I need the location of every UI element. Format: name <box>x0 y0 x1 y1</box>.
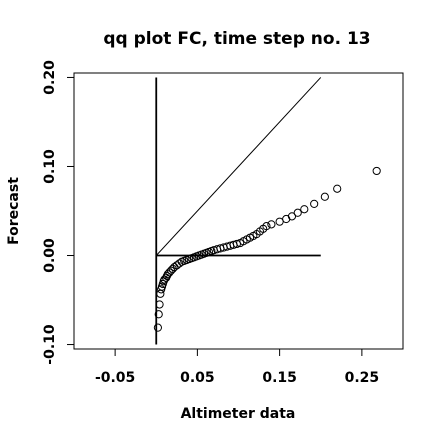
data-point <box>175 259 184 268</box>
data-point <box>372 166 381 176</box>
y-axis: -0.10 0.00 0.10 0.20 <box>42 60 75 365</box>
x-tick-label: 0.25 <box>345 370 380 386</box>
reference-line <box>155 77 322 256</box>
plot-frame <box>73 72 404 350</box>
data-point <box>262 222 271 231</box>
data-point <box>267 220 276 229</box>
x-axis-label: Altimeter data <box>181 406 296 422</box>
data-point <box>333 184 342 193</box>
data-point <box>155 300 164 309</box>
data-point <box>154 310 163 319</box>
data-point <box>153 323 162 332</box>
data-point <box>293 208 302 217</box>
y-tick-label: 0.00 <box>42 238 58 273</box>
x-tick-label: -0.05 <box>95 370 135 386</box>
data-points <box>153 166 381 332</box>
data-point <box>287 212 297 221</box>
reference-lines <box>155 77 322 345</box>
x-tick-label: 0.05 <box>180 370 215 386</box>
data-point <box>310 199 319 208</box>
y-tick-label: -0.10 <box>42 324 58 365</box>
data-point <box>320 192 329 201</box>
y-tick-label: 0.10 <box>42 149 58 184</box>
y-axis-label: Forecast <box>6 177 22 245</box>
y-tick-label: 0.20 <box>42 60 58 95</box>
x-axis: -0.05 0.05 0.15 0.25 <box>95 348 380 386</box>
x-tick-label: 0.15 <box>262 370 297 386</box>
data-point <box>300 205 309 214</box>
chart-title: qq plot FC, time step no. 13 <box>103 29 370 49</box>
